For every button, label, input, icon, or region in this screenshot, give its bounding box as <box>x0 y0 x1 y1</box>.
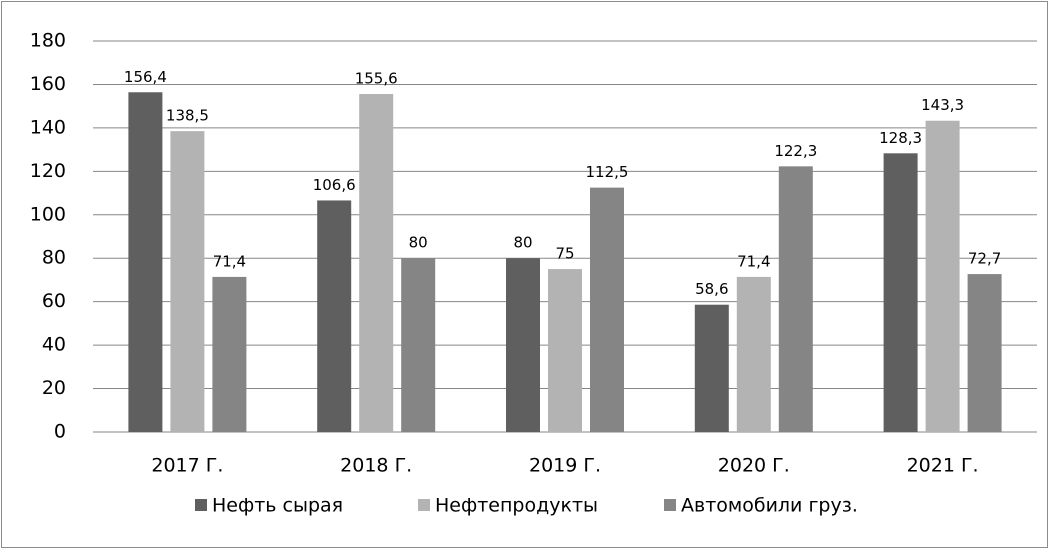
y-tick-label: 140 <box>30 116 66 138</box>
legend-swatch <box>418 499 430 511</box>
bar <box>128 92 163 433</box>
value-label: 122,3 <box>774 142 817 160</box>
y-tick-label: 160 <box>30 73 66 95</box>
bar <box>401 258 436 432</box>
y-tick-label: 120 <box>30 160 66 182</box>
y-tick-label: 0 <box>54 421 66 443</box>
value-label: 155,6 <box>355 70 398 88</box>
y-tick-label: 40 <box>42 334 66 356</box>
value-label: 106,6 <box>313 176 356 194</box>
legend-swatch <box>195 499 207 511</box>
value-label: 71,4 <box>737 252 770 270</box>
x-tick-label: 2020 Г. <box>718 455 790 477</box>
x-tick-label: 2021 Г. <box>907 455 979 477</box>
bar <box>778 166 813 432</box>
x-tick-label: 2019 Г. <box>529 455 601 477</box>
value-label: 128,3 <box>879 129 922 147</box>
bar <box>359 94 394 432</box>
bar <box>590 187 624 432</box>
bar <box>883 153 918 432</box>
bar <box>317 200 352 432</box>
value-label: 72,7 <box>968 250 1001 268</box>
bar <box>925 120 960 433</box>
x-tick-label: 2018 Г. <box>340 455 412 477</box>
value-label: 112,5 <box>586 163 629 181</box>
bar <box>548 269 582 432</box>
legend-label: Нефть сырая <box>212 495 343 517</box>
value-label: 75 <box>555 245 574 263</box>
value-label: 80 <box>409 234 428 252</box>
legend-label: Нефтепродукты <box>435 495 598 517</box>
y-tick-label: 60 <box>42 290 66 312</box>
value-label: 138,5 <box>166 107 209 125</box>
value-label: 58,6 <box>695 280 728 298</box>
value-label: 143,3 <box>921 96 964 114</box>
bar <box>967 274 1002 432</box>
legend-label: Автомобили груз. <box>681 495 858 517</box>
bar <box>694 304 729 432</box>
value-label: 71,4 <box>213 252 246 270</box>
y-tick-label: 80 <box>42 247 66 269</box>
bar <box>170 131 205 432</box>
bar <box>212 276 247 432</box>
y-tick-label: 180 <box>30 30 66 52</box>
value-label: 156,4 <box>124 68 167 86</box>
y-tick-label: 20 <box>42 377 66 399</box>
x-tick-label: 2017 Г. <box>151 455 223 477</box>
value-label: 80 <box>513 234 532 252</box>
y-tick-label: 100 <box>30 203 66 225</box>
legend-swatch <box>664 499 676 511</box>
bar <box>736 276 771 432</box>
bar <box>506 258 540 432</box>
